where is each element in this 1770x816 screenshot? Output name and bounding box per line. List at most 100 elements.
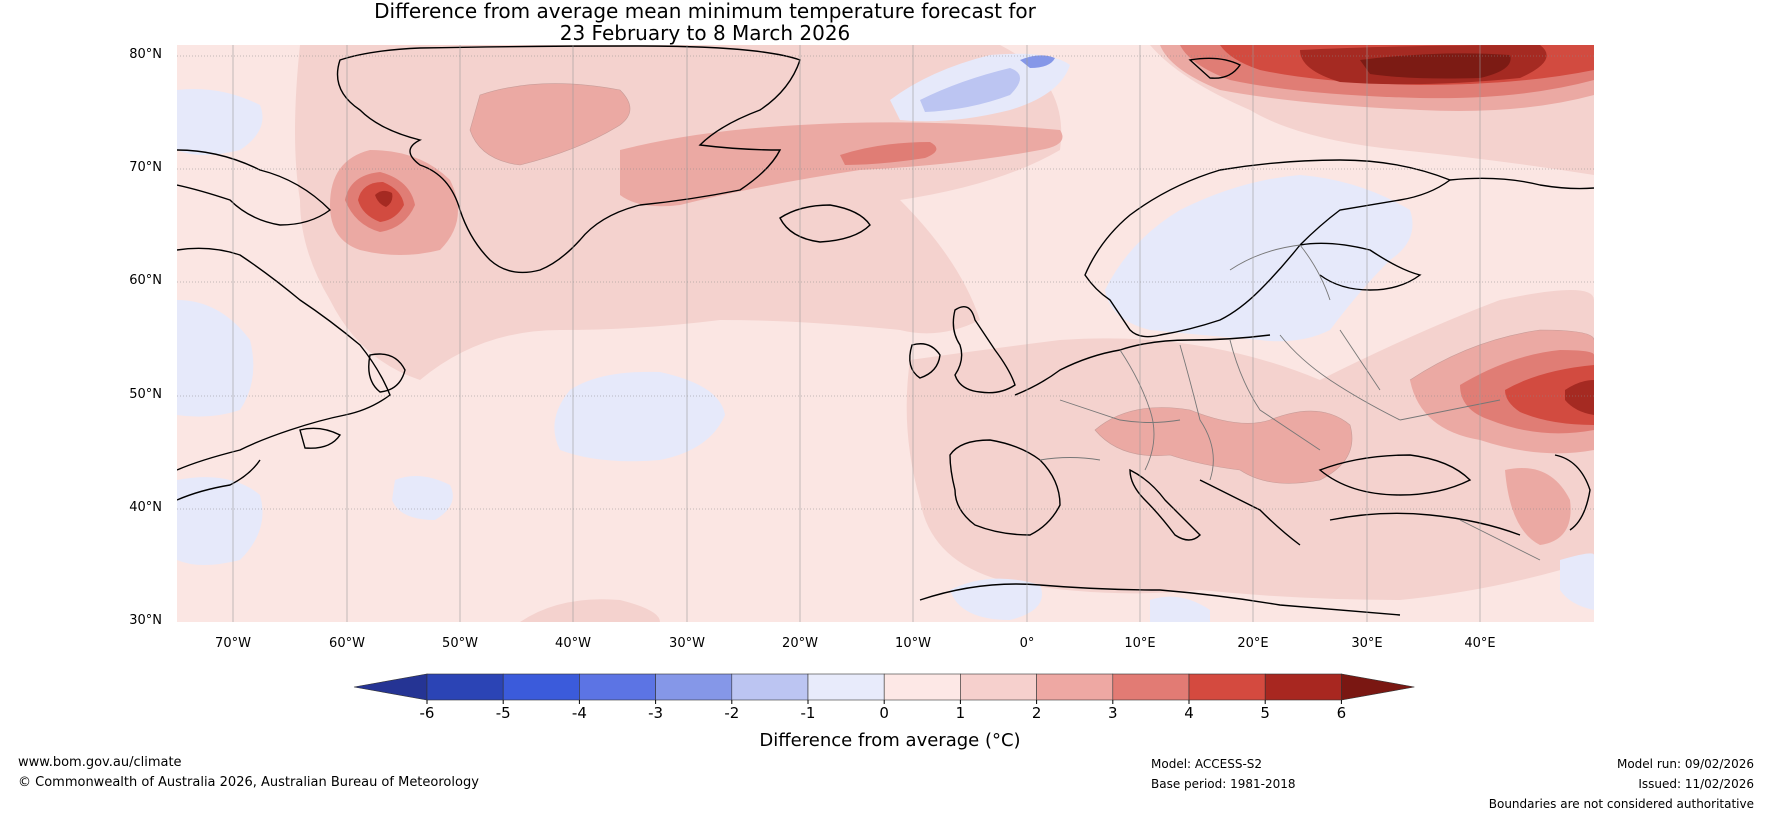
lat-label-40n: 40°N xyxy=(129,500,162,515)
colorbar-tick-label: 3 xyxy=(1108,704,1118,722)
coastline-caspian xyxy=(1554,454,1591,531)
colorbar-tick-marks xyxy=(426,700,1342,704)
anomaly-cool-region-north-america-west xyxy=(177,300,254,417)
colorbar-segment xyxy=(579,673,656,701)
colorbar-segment xyxy=(502,673,580,701)
anomaly-region-2-3-turkey xyxy=(1505,468,1571,545)
lat-label-50n: 50°N xyxy=(129,387,162,402)
colorbar-extend-low xyxy=(353,673,428,701)
coastline-iberia xyxy=(949,439,1061,536)
anomaly-region-5-6-east-europe xyxy=(1565,380,1594,415)
lon-label-0: 0° xyxy=(1019,636,1035,651)
coastline-nova-scotia xyxy=(299,427,342,449)
coastline-balkans xyxy=(1199,479,1301,546)
colorbar-segment xyxy=(1036,673,1114,701)
colorbar-tick-label: 5 xyxy=(1260,704,1270,722)
anomaly-cool-region-arctic-3 xyxy=(1020,55,1055,68)
anomaly-region-4-5-east-europe xyxy=(1505,365,1594,425)
anomaly-cool-region-caspian xyxy=(1560,553,1594,610)
colorbar-label: Difference from average (°C) xyxy=(759,730,1021,751)
colorbar-tick-label: -3 xyxy=(648,704,664,722)
colorbar-tick-label: -5 xyxy=(495,704,511,722)
colorbar-tick-label: 0 xyxy=(879,704,889,722)
colorbar-segment xyxy=(426,673,504,701)
colorbar-segments xyxy=(353,673,1415,701)
anomaly-region-over-6-barents xyxy=(1360,53,1511,79)
coastline-russia-north xyxy=(1449,177,1594,190)
coastline-labrador xyxy=(177,247,391,471)
footer-copyright: © Commonwealth of Australia 2026, Austra… xyxy=(18,775,479,790)
map-title-line2: 23 February to 8 March 2026 xyxy=(559,21,851,45)
footer-website: www.bom.gov.au/climate xyxy=(18,755,182,770)
lon-label-10e: 10°E xyxy=(1124,636,1156,651)
colorbar-extend-high xyxy=(1341,673,1415,701)
anomaly-cool-region-arctic-2 xyxy=(920,68,1020,112)
anomaly-region-3-4-iceland-strip xyxy=(840,142,937,165)
map-title-line1: Difference from average mean minimum tem… xyxy=(374,0,1036,23)
lon-label-40e: 40°E xyxy=(1464,636,1496,651)
lat-label-60n: 60°N xyxy=(129,273,162,288)
lon-label-10w: 10°W xyxy=(895,636,931,651)
coastline-italy xyxy=(1129,468,1201,541)
anomaly-cool-region-labrador xyxy=(177,89,263,155)
colorbar-tick-label: 1 xyxy=(955,704,966,722)
colorbar-segment xyxy=(960,673,1037,701)
coastline-us-east xyxy=(177,459,261,501)
lon-label-20w: 20°W xyxy=(782,636,818,651)
footer-issued: Issued: 11/02/2026 xyxy=(1638,777,1754,791)
coastline-black-sea xyxy=(1318,454,1472,496)
colorbar-segment xyxy=(731,673,809,701)
anomaly-cool-region-iberia-south xyxy=(1150,596,1210,622)
colorbar-segment xyxy=(1264,673,1342,701)
country-borders xyxy=(1039,244,1541,561)
lon-label-30w: 30°W xyxy=(669,636,705,651)
anomaly-contours xyxy=(469,83,1594,484)
coastline-finland xyxy=(1299,242,1422,291)
coastline-baffin xyxy=(177,149,332,226)
footer-disclaimer: Boundaries are not considered authoritat… xyxy=(1488,797,1754,811)
lon-label-40w: 40°W xyxy=(555,636,591,651)
coastlines xyxy=(177,45,1594,616)
meridians xyxy=(232,45,1481,622)
colorbar-segment xyxy=(807,673,885,701)
colorbar-tick-label: 6 xyxy=(1336,704,1347,722)
footer-model: Model: ACCESS-S2 xyxy=(1151,757,1263,771)
coastline-greenland xyxy=(336,45,801,274)
lon-label-70w: 70°W xyxy=(215,636,251,651)
anomaly-cool-region-scandinavia xyxy=(1105,175,1413,342)
graticule xyxy=(177,55,1594,510)
anomaly-region-5-6-greenland-west xyxy=(375,190,393,207)
footer-base-period: Base period: 1981-2018 xyxy=(1151,777,1296,791)
anomaly-cool-region-north-africa xyxy=(950,578,1042,620)
colorbar-tick-label: -4 xyxy=(571,704,587,722)
lon-label-30e: 30°E xyxy=(1351,636,1383,651)
coastline-great-britain xyxy=(952,306,1016,394)
anomaly-region-2-3-central-atlantic xyxy=(470,83,630,165)
colorbar-tick-label: -6 xyxy=(419,704,435,722)
coastline-iceland xyxy=(779,204,871,243)
lat-label-80n: 80°N xyxy=(129,47,162,62)
coastline-newfoundland xyxy=(368,353,406,393)
anomaly-cool-region-mid-atlantic xyxy=(554,371,725,462)
coastline-svalbard xyxy=(1188,57,1242,79)
anomaly-region-2-3-icelandic xyxy=(620,122,1063,207)
coastline-norway xyxy=(1084,159,1452,338)
footer-model-run: Model run: 09/02/2026 xyxy=(1616,757,1754,771)
lat-label-70n: 70°N xyxy=(129,160,162,175)
coastline-turkey xyxy=(1329,512,1521,536)
colorbar-tick-label: -2 xyxy=(724,704,740,722)
colorbar-segment xyxy=(1188,673,1266,701)
anomaly-region-1-2-southwest xyxy=(520,599,660,622)
lon-label-50w: 50°W xyxy=(442,636,478,651)
anomaly-cool-region-azores xyxy=(392,476,453,520)
anomaly-cool-region-southwest xyxy=(177,477,263,565)
coastline-ireland xyxy=(909,343,941,379)
colorbar-tick-label: 4 xyxy=(1184,704,1194,722)
colorbar-tick-label: 2 xyxy=(1031,704,1042,722)
colorbar-segment xyxy=(1112,673,1190,701)
coastline-north-africa xyxy=(919,583,1401,616)
colorbar-segment xyxy=(883,673,961,701)
anomaly-region-2-3-balkans xyxy=(1095,407,1352,484)
